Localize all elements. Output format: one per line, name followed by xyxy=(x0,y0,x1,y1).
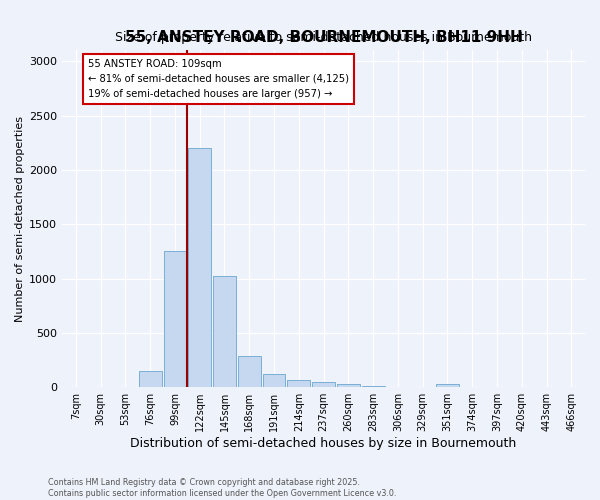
Y-axis label: Number of semi-detached properties: Number of semi-detached properties xyxy=(15,116,25,322)
Bar xyxy=(386,386,409,387)
Bar xyxy=(362,386,385,387)
Bar xyxy=(287,380,310,387)
Bar xyxy=(263,374,286,387)
Text: Size of property relative to semi-detached houses in Bournemouth: Size of property relative to semi-detach… xyxy=(115,32,532,44)
Text: 55 ANSTEY ROAD: 109sqm
← 81% of semi-detached houses are smaller (4,125)
19% of : 55 ANSTEY ROAD: 109sqm ← 81% of semi-det… xyxy=(88,59,349,98)
Title: 55, ANSTEY ROAD, BOURNEMOUTH, BH11 9HH: 55, ANSTEY ROAD, BOURNEMOUTH, BH11 9HH xyxy=(125,30,523,45)
Bar xyxy=(213,276,236,387)
Bar xyxy=(337,384,360,387)
Bar xyxy=(139,371,161,387)
Bar xyxy=(436,384,459,387)
Bar xyxy=(188,148,211,387)
Text: Contains HM Land Registry data © Crown copyright and database right 2025.
Contai: Contains HM Land Registry data © Crown c… xyxy=(48,478,397,498)
Bar xyxy=(238,356,260,387)
Bar xyxy=(312,382,335,387)
X-axis label: Distribution of semi-detached houses by size in Bournemouth: Distribution of semi-detached houses by … xyxy=(130,437,517,450)
Bar xyxy=(164,252,186,387)
